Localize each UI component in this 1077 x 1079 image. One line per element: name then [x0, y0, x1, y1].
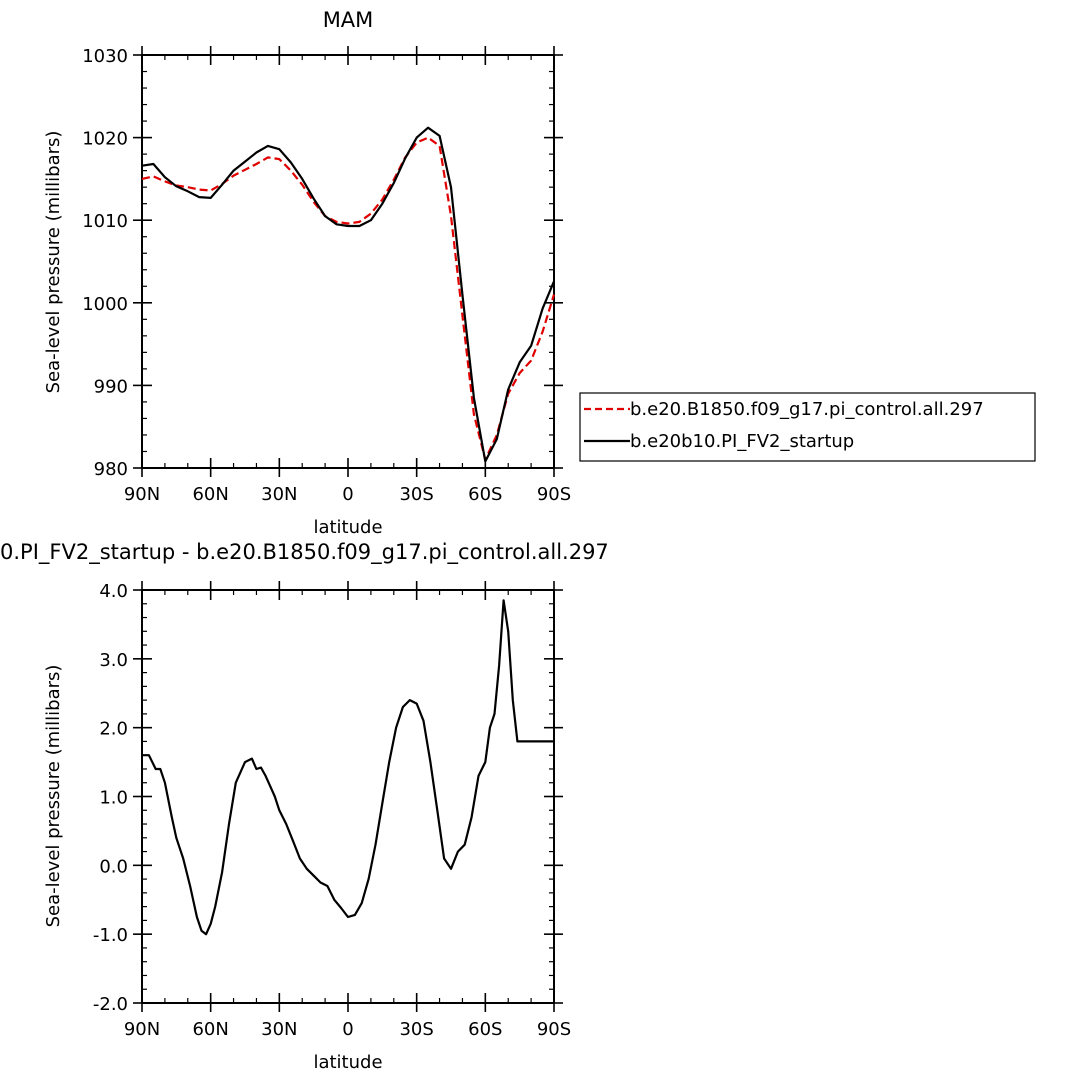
top-chart-series-line-0 — [141, 136, 556, 461]
bottom-chart: 0.PI_FV2_startup - b.e20.B1850.f09_g17.p… — [0, 540, 609, 1073]
top-chart: MAM latitude Sea-level pressure (milliba… — [43, 8, 571, 538]
top-chart-x-tick-label: 60N — [192, 484, 228, 505]
top-chart-x-tick-label: 60S — [468, 484, 502, 505]
legend-label-control: b.e20.B1850.f09_g17.pi_control.all.297 — [630, 399, 984, 420]
bottom-chart-ylabel: Sea-level pressure (millibars) — [43, 665, 64, 928]
top-chart-y-tick-label: 1020 — [82, 129, 128, 150]
top-chart-x-tick-label: 90N — [124, 484, 160, 505]
top-chart-x-tick-label: 30N — [261, 484, 297, 505]
top-chart-x-tick-label: 90S — [537, 484, 571, 505]
bottom-chart-y-tick-label: 4.0 — [99, 581, 128, 602]
bottom-chart-title: 0.PI_FV2_startup - b.e20.B1850.f09_g17.p… — [0, 540, 609, 565]
bottom-chart-x-tick-label: 90S — [537, 1019, 571, 1040]
top-chart-y-tick-label: 1010 — [82, 211, 128, 232]
top-chart-y-tick-label: 1000 — [82, 294, 128, 315]
bottom-chart-y-tick-label: -2.0 — [93, 994, 128, 1015]
bottom-chart-xlabel: latitude — [313, 1052, 382, 1073]
top-chart-ylabel: Sea-level pressure (millibars) — [43, 131, 64, 394]
bottom-chart-x-tick-label: 30N — [261, 1019, 297, 1040]
legend: b.e20.B1850.f09_g17.pi_control.all.297 b… — [579, 392, 1036, 462]
top-chart-y-tick-label: 1030 — [82, 46, 128, 67]
legend-box — [579, 392, 1036, 462]
bottom-chart-x-tick-label: 0 — [342, 1019, 353, 1040]
top-chart-x-tick-label: 0 — [342, 484, 353, 505]
bottom-chart-x-tick-label: 60N — [192, 1019, 228, 1040]
legend-label-startup: b.e20b10.PI_FV2_startup — [630, 431, 854, 452]
top-chart-xlabel: latitude — [313, 517, 382, 538]
top-chart-ticks: 90N 60N 30N 0 30S 60S 90S 980 990 1000 1010 1020 103… — [82, 46, 571, 505]
bottom-chart-y-tick-label: 3.0 — [99, 650, 128, 671]
bottom-chart-x-tick-label: 60S — [468, 1019, 502, 1040]
top-chart-title: MAM — [323, 8, 374, 32]
bottom-chart-lines — [142, 599, 554, 936]
bottom-chart-x-tick-label: 30S — [399, 1019, 433, 1040]
top-chart-lines — [141, 126, 556, 463]
bottom-chart-y-tick-label: -1.0 — [93, 925, 128, 946]
bottom-chart-y-tick-label: 1.0 — [99, 788, 128, 809]
top-chart-plot-frame — [141, 54, 555, 469]
bottom-chart-y-tick-label: 0.0 — [99, 856, 128, 877]
bottom-chart-plot-frame — [141, 589, 555, 1004]
top-chart-y-tick-label: 980 — [94, 459, 128, 480]
bottom-chart-series-line-0 — [142, 599, 554, 936]
bottom-chart-x-tick-label: 90N — [124, 1019, 160, 1040]
top-chart-x-tick-label: 30S — [399, 484, 433, 505]
bottom-chart-ticks: 90N 60N 30N 0 30S 60S 90S -2.0 -1.0 0.0 1.0 2.0 3.0 4… — [93, 581, 571, 1040]
bottom-chart-y-tick-label: 2.0 — [99, 719, 128, 740]
top-chart-y-tick-label: 990 — [94, 376, 128, 397]
top-chart-series-line-1 — [141, 126, 556, 463]
